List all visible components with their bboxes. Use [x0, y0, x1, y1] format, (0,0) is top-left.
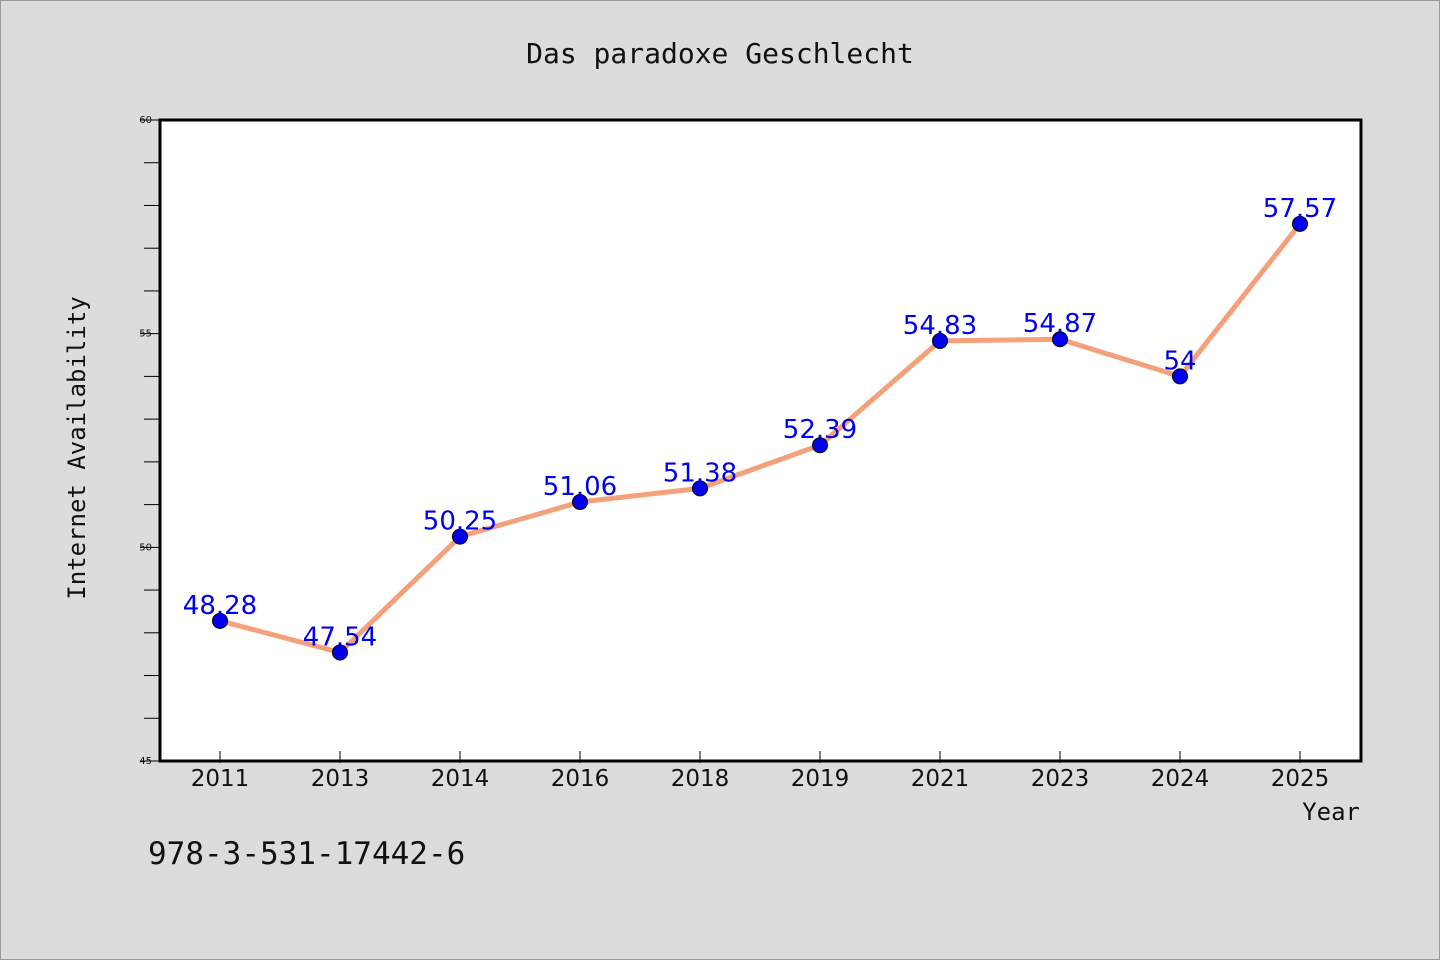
x-axis-ticks [219, 751, 1301, 763]
x-tick-label: 2013 [311, 766, 370, 792]
data-label: 52.39 [783, 415, 857, 445]
data-label: 57.57 [1263, 194, 1337, 224]
data-label: 54.87 [1023, 309, 1097, 339]
data-label: 48.28 [183, 591, 257, 621]
plot-area [158, 118, 1363, 763]
y-axis-tick-labels: 45 50 55 60 [139, 115, 152, 767]
y-tick-label: 55 [139, 329, 152, 340]
data-label: 47.54 [303, 622, 377, 652]
chart-title: Das paradoxe Geschlecht [526, 37, 914, 70]
series-line [217, 221, 1303, 655]
data-point [212, 612, 228, 629]
data-point [452, 528, 468, 545]
x-tick-label: 2021 [911, 766, 970, 792]
data-point [812, 437, 828, 454]
data-label: 51.38 [663, 458, 737, 488]
data-point [572, 494, 588, 511]
isbn-text: 978-3-531-17442-6 [148, 836, 465, 872]
series-markers [212, 215, 1308, 661]
data-point [1052, 331, 1068, 348]
x-axis-tick-labels: 2011 2013 2014 2016 2018 2019 2021 2023 2024 2025 [191, 766, 1330, 792]
data-labels: 48.28 47.54 50.25 51.06 51.38 52.39 54.83 54.87… [183, 194, 1337, 653]
y-tick-label: 60 [139, 115, 152, 126]
data-point [332, 644, 348, 661]
x-tick-label: 2018 [671, 766, 730, 792]
x-tick-label: 2011 [191, 766, 250, 792]
data-label: 51.06 [543, 472, 617, 502]
x-tick-label: 2014 [431, 766, 490, 792]
y-axis-label: Internet Availability [63, 296, 91, 599]
data-point [692, 480, 708, 497]
y-axis-ticks [140, 119, 160, 762]
data-point [932, 332, 948, 349]
x-tick-label: 2024 [1151, 766, 1210, 792]
data-point [1172, 368, 1188, 385]
data-label: 50.25 [423, 507, 497, 537]
data-label: 54 [1163, 346, 1196, 376]
x-tick-label: 2019 [791, 766, 850, 792]
data-label: 54.83 [903, 311, 977, 341]
x-tick-label: 2023 [1031, 766, 1090, 792]
y-tick-label: 50 [139, 542, 152, 553]
x-tick-label: 2016 [551, 766, 610, 792]
x-axis-label: Year [1302, 798, 1360, 826]
data-point [1292, 215, 1308, 232]
x-tick-label: 2025 [1271, 766, 1330, 792]
y-tick-label: 45 [139, 756, 152, 767]
